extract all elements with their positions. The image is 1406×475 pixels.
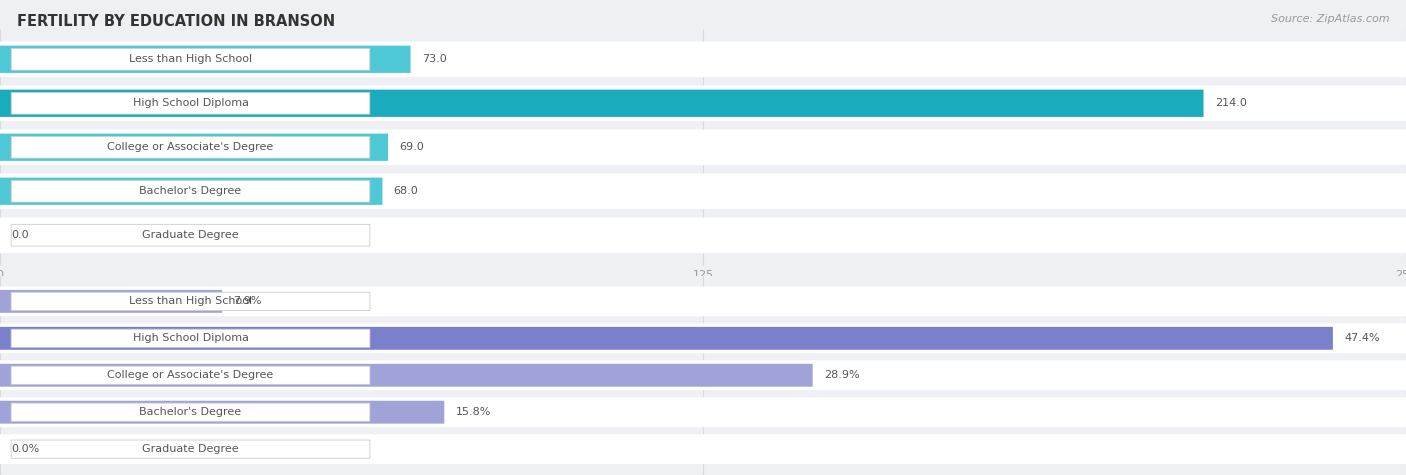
- FancyBboxPatch shape: [11, 366, 370, 384]
- FancyBboxPatch shape: [11, 403, 370, 421]
- FancyBboxPatch shape: [0, 129, 1406, 165]
- Text: Graduate Degree: Graduate Degree: [142, 230, 239, 240]
- FancyBboxPatch shape: [0, 133, 388, 161]
- FancyBboxPatch shape: [11, 48, 370, 70]
- FancyBboxPatch shape: [0, 434, 1406, 464]
- FancyBboxPatch shape: [0, 397, 1406, 427]
- Text: 0.0: 0.0: [11, 230, 30, 240]
- FancyBboxPatch shape: [11, 224, 370, 246]
- FancyBboxPatch shape: [0, 327, 1333, 350]
- Text: 68.0: 68.0: [394, 186, 419, 196]
- Text: Bachelor's Degree: Bachelor's Degree: [139, 186, 242, 196]
- FancyBboxPatch shape: [11, 292, 370, 311]
- FancyBboxPatch shape: [0, 218, 1406, 253]
- Text: High School Diploma: High School Diploma: [132, 98, 249, 108]
- Text: 214.0: 214.0: [1215, 98, 1247, 108]
- Text: Bachelor's Degree: Bachelor's Degree: [139, 407, 242, 417]
- FancyBboxPatch shape: [0, 401, 444, 424]
- Text: 69.0: 69.0: [399, 142, 425, 152]
- Text: Less than High School: Less than High School: [129, 296, 252, 306]
- Text: 73.0: 73.0: [422, 54, 447, 64]
- Text: 7.9%: 7.9%: [233, 296, 262, 306]
- FancyBboxPatch shape: [0, 290, 222, 313]
- FancyBboxPatch shape: [0, 173, 1406, 209]
- Text: College or Associate's Degree: College or Associate's Degree: [107, 370, 274, 380]
- Text: 47.4%: 47.4%: [1344, 333, 1379, 343]
- Text: Source: ZipAtlas.com: Source: ZipAtlas.com: [1271, 14, 1389, 24]
- FancyBboxPatch shape: [0, 86, 1406, 121]
- Text: 28.9%: 28.9%: [824, 370, 859, 380]
- Text: Graduate Degree: Graduate Degree: [142, 444, 239, 454]
- FancyBboxPatch shape: [0, 286, 1406, 316]
- FancyBboxPatch shape: [0, 46, 411, 73]
- FancyBboxPatch shape: [0, 90, 1204, 117]
- FancyBboxPatch shape: [11, 93, 370, 114]
- FancyBboxPatch shape: [0, 323, 1406, 353]
- Text: Less than High School: Less than High School: [129, 54, 252, 64]
- Text: 0.0%: 0.0%: [11, 444, 39, 454]
- Text: High School Diploma: High School Diploma: [132, 333, 249, 343]
- FancyBboxPatch shape: [0, 178, 382, 205]
- FancyBboxPatch shape: [11, 180, 370, 202]
- FancyBboxPatch shape: [0, 360, 1406, 390]
- Text: 15.8%: 15.8%: [456, 407, 491, 417]
- FancyBboxPatch shape: [0, 41, 1406, 77]
- FancyBboxPatch shape: [11, 440, 370, 458]
- FancyBboxPatch shape: [0, 364, 813, 387]
- Text: FERTILITY BY EDUCATION IN BRANSON: FERTILITY BY EDUCATION IN BRANSON: [17, 14, 335, 29]
- FancyBboxPatch shape: [11, 136, 370, 158]
- Text: College or Associate's Degree: College or Associate's Degree: [107, 142, 274, 152]
- FancyBboxPatch shape: [11, 329, 370, 347]
